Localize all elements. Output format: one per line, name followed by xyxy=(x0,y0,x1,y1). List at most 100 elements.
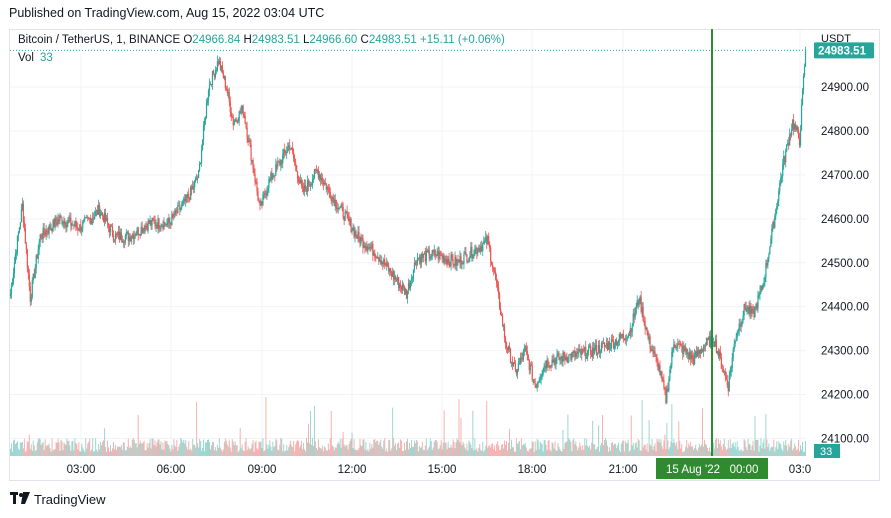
volume-bar xyxy=(42,441,44,456)
volume-bar xyxy=(57,438,59,456)
volume-bar xyxy=(721,449,723,456)
candle-body xyxy=(302,187,305,192)
volume-bar xyxy=(718,443,720,456)
candle-body xyxy=(565,357,567,361)
volume-bar xyxy=(143,440,145,456)
candle-body xyxy=(578,349,580,352)
candle-body xyxy=(767,258,769,266)
volume-bar xyxy=(745,447,747,456)
candle-body xyxy=(445,258,447,260)
volume-bar xyxy=(403,450,405,456)
candle-body xyxy=(405,289,408,299)
candle-body xyxy=(185,194,187,202)
volume-bar xyxy=(790,440,792,456)
candle-body xyxy=(336,207,338,210)
volume-bar xyxy=(343,444,345,456)
volume-bar xyxy=(485,445,487,456)
candle-body xyxy=(586,357,588,359)
volume-bar xyxy=(542,451,544,456)
candle-body xyxy=(502,325,505,327)
candle-body xyxy=(574,350,576,357)
candle-body xyxy=(184,198,186,202)
candle-body xyxy=(583,350,585,352)
volume-bar xyxy=(342,432,344,456)
volume-bar xyxy=(679,440,681,456)
volume-bar xyxy=(699,444,701,456)
candle-body xyxy=(441,255,443,259)
volume-bar xyxy=(707,451,709,456)
candle-body xyxy=(72,224,74,226)
candle-body xyxy=(174,210,176,217)
candle-body xyxy=(263,193,265,195)
candle-body xyxy=(388,266,390,272)
candle-body xyxy=(353,227,355,237)
volume-bar xyxy=(747,438,749,456)
volume-bar xyxy=(379,442,381,456)
candle-body xyxy=(764,278,766,283)
volume-bar xyxy=(13,439,15,456)
candle-body xyxy=(224,76,226,88)
candle-body xyxy=(787,142,789,145)
volume-bar xyxy=(40,444,42,456)
volume-bar xyxy=(688,443,690,456)
volume-bar xyxy=(498,445,500,456)
candle-body xyxy=(106,217,109,224)
volume-bar xyxy=(73,450,75,456)
volume-bar xyxy=(427,448,429,456)
volume-bar xyxy=(402,450,404,456)
candle-body xyxy=(308,185,311,187)
candle-body xyxy=(680,343,682,346)
candle-body xyxy=(695,351,698,357)
candle-body xyxy=(132,234,134,240)
volume-bar xyxy=(331,445,333,456)
candle-body xyxy=(378,257,380,262)
candle-body xyxy=(310,183,313,185)
volume-bar xyxy=(200,441,202,456)
candle-body xyxy=(69,217,71,221)
candle-body xyxy=(368,246,370,250)
candle-body xyxy=(65,226,67,228)
volume-bar xyxy=(464,447,466,456)
candle-body xyxy=(786,144,788,152)
candle-body xyxy=(545,365,547,369)
candle-body xyxy=(447,259,449,264)
volume-bar xyxy=(197,443,199,456)
candle-body xyxy=(421,253,423,258)
volume-bar xyxy=(169,448,171,456)
volume-bar xyxy=(122,442,124,456)
candle-body xyxy=(128,236,130,241)
candle-body xyxy=(26,249,28,268)
volume-bar xyxy=(193,444,195,456)
candle-body xyxy=(334,199,336,206)
candle-body xyxy=(662,379,664,381)
volume-bar xyxy=(248,448,250,456)
candle-body xyxy=(33,273,35,278)
candle-body xyxy=(300,179,303,186)
crosshair-time-label: 15 Aug '22 00:00 xyxy=(666,464,758,476)
volume-bar xyxy=(627,439,629,456)
volume-bar xyxy=(304,449,306,456)
volume-bar xyxy=(288,447,290,456)
x-tick-label: 18:00 xyxy=(518,464,547,476)
tradingview-logo[interactable]: TradingView xyxy=(10,492,106,507)
candle-body xyxy=(625,339,627,341)
volume-bar xyxy=(291,445,293,456)
volume-bar xyxy=(733,446,735,456)
volume-bar xyxy=(307,442,309,456)
volume-bar xyxy=(208,442,210,456)
candle-body xyxy=(319,174,321,181)
volume-bar xyxy=(510,439,512,456)
volume-bar xyxy=(388,440,390,456)
volume-bar xyxy=(492,443,494,456)
candle-body xyxy=(776,206,778,209)
volume-bar xyxy=(653,446,655,456)
candle-body xyxy=(793,119,795,130)
volume-bar xyxy=(51,438,53,456)
y-tick-label: 24900.00 xyxy=(821,82,869,94)
volume-bar xyxy=(339,438,341,456)
candle-body xyxy=(768,254,770,259)
candle-body xyxy=(189,197,191,200)
volume-bar xyxy=(199,438,201,456)
candle-body xyxy=(525,346,527,352)
